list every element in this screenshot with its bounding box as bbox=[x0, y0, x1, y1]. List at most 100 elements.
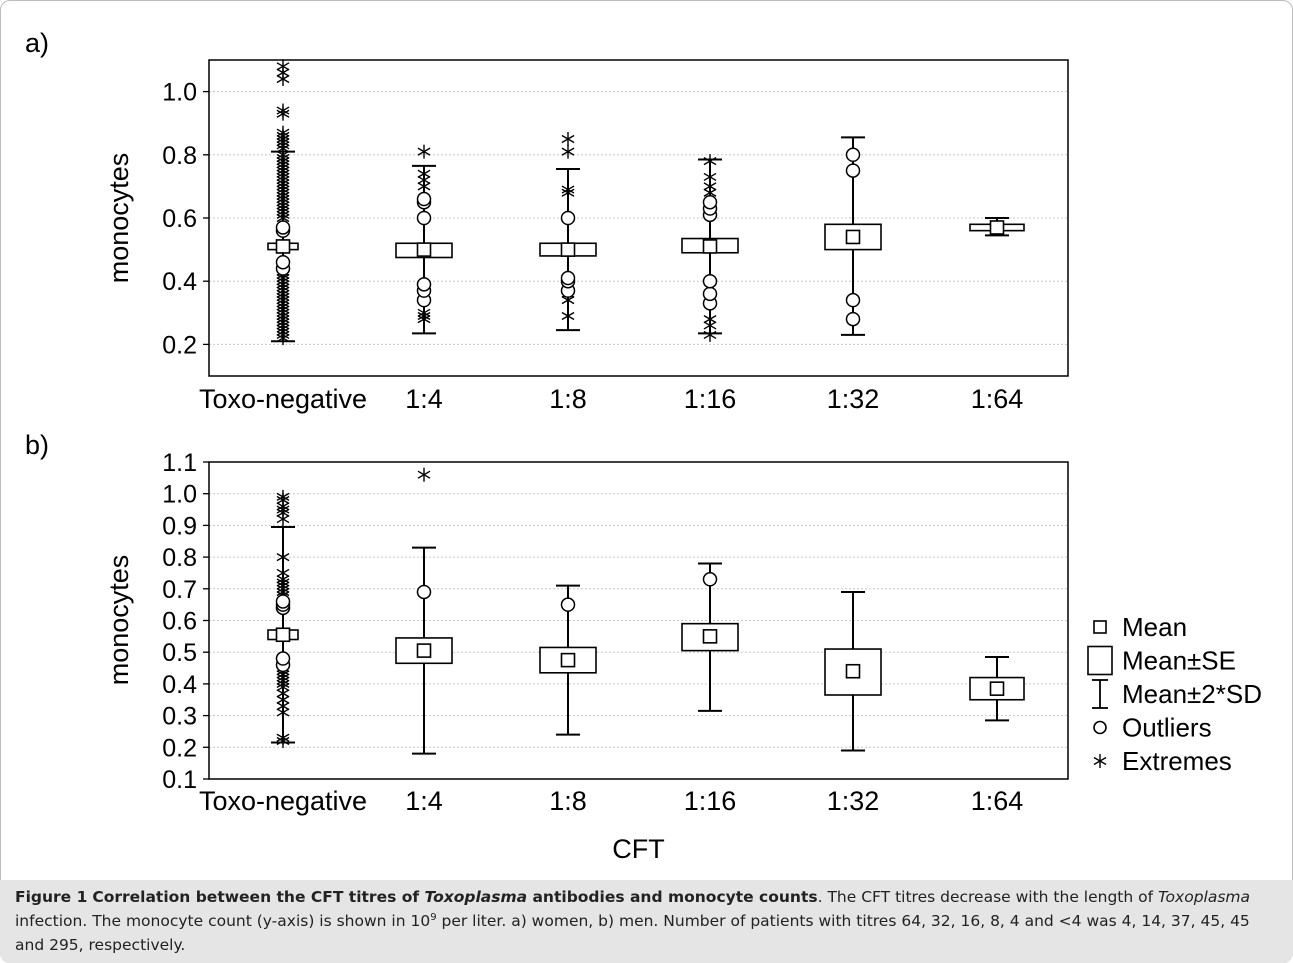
x-tick-label: 1:8 bbox=[549, 786, 587, 816]
legend-mean-icon bbox=[1093, 620, 1107, 634]
x-axis-label: CFT bbox=[612, 834, 664, 864]
y-tick-label: 0.8 bbox=[162, 142, 197, 170]
extreme-point bbox=[703, 169, 717, 184]
mean-marker bbox=[560, 652, 576, 668]
mean-marker bbox=[989, 220, 1005, 235]
outlier-point bbox=[702, 572, 718, 587]
legend-se-icon bbox=[1087, 645, 1113, 676]
legend-symbol-mean bbox=[1093, 620, 1107, 634]
chart-panel-b: 0.1 0.2 0.3 0.4 0.5 0.6 0.7 0.8 0.9 1.0 1.1 monocyt… bbox=[104, 449, 1069, 864]
mean-marker bbox=[560, 242, 576, 257]
outlier-point bbox=[416, 191, 432, 207]
extreme-point bbox=[417, 467, 431, 482]
box-group bbox=[395, 467, 453, 755]
y-tick-label: 1.0 bbox=[162, 79, 197, 107]
x-tick-label: 1:32 bbox=[827, 384, 880, 414]
box-group bbox=[539, 132, 597, 332]
outlier-point bbox=[560, 210, 576, 226]
panel-a-label: a) bbox=[25, 28, 50, 58]
box-group bbox=[539, 584, 597, 736]
box-group bbox=[681, 154, 739, 342]
caption-sentence-2b: per liter. a) women, b) men. Number of p… bbox=[15, 912, 1250, 954]
y-tick-label: 0.8 bbox=[162, 544, 197, 572]
legend-extreme-icon bbox=[1093, 754, 1107, 768]
y-tick-label: 0.2 bbox=[162, 734, 197, 762]
box-group bbox=[267, 59, 299, 346]
y-tick-label: 0.6 bbox=[162, 608, 197, 636]
box-group bbox=[681, 562, 739, 712]
legend-label: Mean bbox=[1122, 612, 1187, 642]
legend-label: Outliers bbox=[1122, 713, 1212, 743]
caption-italic-2: Toxoplasma bbox=[1158, 888, 1251, 906]
mean-marker bbox=[702, 629, 718, 644]
extreme-point bbox=[276, 103, 290, 118]
extreme-point bbox=[276, 489, 290, 504]
extreme-point bbox=[417, 166, 431, 181]
mean-marker bbox=[845, 663, 861, 679]
x-tick-label: 1:64 bbox=[971, 384, 1024, 414]
box-group bbox=[395, 144, 453, 335]
outlier-point bbox=[702, 286, 718, 302]
outlier-point bbox=[416, 210, 432, 226]
y-tick-label: 1.0 bbox=[162, 481, 197, 509]
outlier-point bbox=[275, 254, 291, 270]
legend-symbol-sd bbox=[1092, 679, 1108, 709]
extreme-point bbox=[561, 132, 575, 146]
se-box bbox=[824, 223, 882, 251]
caption-superscript: 9 bbox=[430, 911, 437, 923]
box-group bbox=[969, 217, 1025, 237]
y-tick-label: 0.1 bbox=[162, 766, 197, 794]
plot-frame bbox=[208, 461, 1069, 780]
legend-symbol-se bbox=[1087, 645, 1113, 676]
outlier-point bbox=[702, 194, 718, 210]
extreme-point bbox=[417, 144, 431, 159]
y-tick-label: 1.1 bbox=[162, 449, 197, 477]
legend-symbol-extreme bbox=[1093, 754, 1107, 768]
outlier-point bbox=[845, 163, 861, 178]
extreme-point bbox=[276, 125, 290, 140]
x-tick-label: 1:32 bbox=[827, 786, 880, 816]
outlier-point bbox=[275, 594, 291, 609]
mean-marker bbox=[416, 643, 432, 658]
mean-marker bbox=[275, 239, 291, 254]
mean-marker bbox=[845, 229, 861, 245]
extreme-point bbox=[703, 154, 717, 169]
extreme-point bbox=[276, 59, 290, 74]
x-tick-label: 1:8 bbox=[549, 384, 587, 414]
extreme-point bbox=[417, 305, 431, 320]
legend-label: Mean±2*SD bbox=[1122, 679, 1262, 709]
mean-marker bbox=[989, 681, 1005, 696]
chart-panel-a: 0.2 0.4 0.6 0.8 1.0 monocytes Toxo-negative 1:4… bbox=[104, 59, 1069, 414]
figure-svg: 0.2 0.4 0.6 0.8 1.0 monocytes Toxo-negative 1:4… bbox=[104, 59, 1262, 864]
box-group bbox=[267, 489, 299, 748]
mean-marker bbox=[702, 239, 718, 254]
outlier-point bbox=[560, 270, 576, 286]
y-tick-label: 0.2 bbox=[162, 331, 197, 359]
outlier-point bbox=[416, 277, 432, 292]
caption-title-2: antibodies and monocyte counts bbox=[527, 888, 818, 906]
y-tick-label: 0.7 bbox=[162, 576, 197, 604]
x-tick-label: Toxo-negative bbox=[199, 786, 367, 816]
legend-label: Mean±SE bbox=[1122, 646, 1236, 676]
y-tick-label: 0.5 bbox=[162, 639, 197, 667]
mean-marker bbox=[416, 242, 432, 257]
y-axis-label: monocytes bbox=[104, 153, 134, 284]
y-tick-label: 0.4 bbox=[162, 671, 197, 699]
panel-b-label: b) bbox=[25, 430, 50, 460]
caption-title-1: Correlation between the CFT titres of bbox=[92, 888, 425, 906]
plot-frame bbox=[208, 59, 1069, 377]
y-tick-label: 0.4 bbox=[162, 268, 197, 296]
extreme-point bbox=[561, 144, 575, 159]
caption-sentence-1: . The CFT titres decrease with the lengt… bbox=[817, 888, 1158, 906]
outlier-point bbox=[275, 651, 291, 666]
outlier-point bbox=[845, 147, 861, 163]
y-tick-label: 0.6 bbox=[162, 205, 197, 233]
outlier-point bbox=[845, 292, 861, 308]
x-tick-label: Toxo-negative bbox=[199, 384, 367, 414]
y-tick-label: 0.3 bbox=[162, 703, 197, 731]
x-tick-label: 1:16 bbox=[684, 384, 737, 414]
mean-marker bbox=[275, 627, 291, 643]
outlier-point bbox=[702, 273, 718, 289]
legend-label: Extremes bbox=[1122, 746, 1232, 776]
